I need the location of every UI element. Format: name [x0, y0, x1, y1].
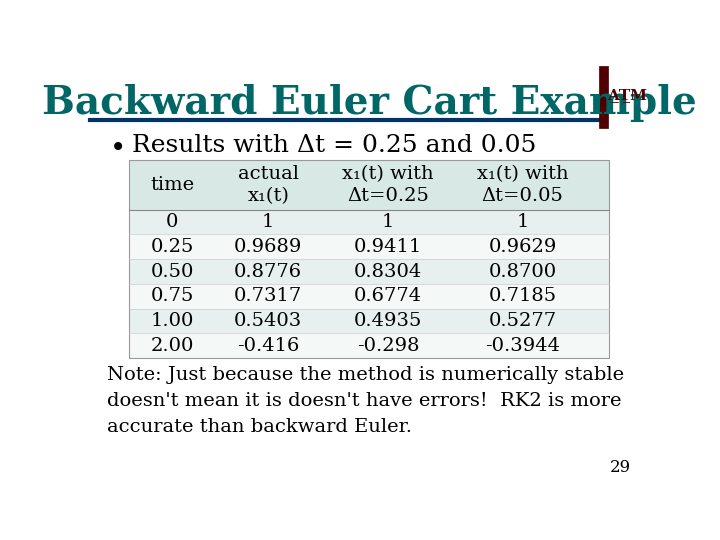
Bar — [129, 284, 609, 308]
Text: 0.25: 0.25 — [150, 238, 194, 256]
Text: 29: 29 — [610, 460, 631, 476]
Text: 1: 1 — [382, 213, 395, 231]
Bar — [129, 234, 609, 259]
Text: x₁(t) with
Δt=0.25: x₁(t) with Δt=0.25 — [343, 165, 434, 205]
Text: Results with Δt = 0.25 and 0.05: Results with Δt = 0.25 and 0.05 — [132, 134, 536, 157]
Bar — [129, 259, 609, 284]
Text: 0.9689: 0.9689 — [234, 238, 302, 256]
Text: 0.4935: 0.4935 — [354, 312, 423, 330]
Text: 0.8700: 0.8700 — [488, 262, 557, 281]
Text: •: • — [109, 134, 126, 162]
Bar — [129, 333, 609, 358]
Text: 0.6774: 0.6774 — [354, 287, 422, 305]
Bar — [129, 160, 609, 358]
Text: -0.416: -0.416 — [237, 336, 300, 355]
Text: 0.50: 0.50 — [150, 262, 194, 281]
Text: Note: Just because the method is numerically stable
doesn't mean it is doesn't h: Note: Just because the method is numeric… — [107, 366, 624, 436]
Text: 0: 0 — [166, 213, 179, 231]
Text: x₁(t) with
Δt=0.05: x₁(t) with Δt=0.05 — [477, 165, 568, 205]
Text: time: time — [150, 176, 194, 194]
Bar — [129, 308, 609, 333]
Bar — [129, 210, 609, 234]
Text: 1: 1 — [516, 213, 528, 231]
Text: 0.5277: 0.5277 — [488, 312, 557, 330]
Bar — [129, 160, 609, 210]
Text: actual
x₁(t): actual x₁(t) — [238, 165, 299, 205]
Text: 0.8304: 0.8304 — [354, 262, 423, 281]
Text: 0.75: 0.75 — [150, 287, 194, 305]
Text: 2.00: 2.00 — [150, 336, 194, 355]
Text: 0.5403: 0.5403 — [234, 312, 302, 330]
Text: 1.00: 1.00 — [150, 312, 194, 330]
Text: 0.9411: 0.9411 — [354, 238, 423, 256]
Text: 0.9629: 0.9629 — [488, 238, 557, 256]
Text: 0.8776: 0.8776 — [234, 262, 302, 281]
Text: 0.7185: 0.7185 — [488, 287, 557, 305]
Text: 0.7317: 0.7317 — [234, 287, 302, 305]
Text: -0.298: -0.298 — [357, 336, 420, 355]
Text: A̲T̲M: A̲T̲M — [607, 87, 647, 102]
Text: Backward Euler Cart Example: Backward Euler Cart Example — [42, 84, 696, 122]
Text: -0.3944: -0.3944 — [485, 336, 560, 355]
Text: 1: 1 — [262, 213, 274, 231]
